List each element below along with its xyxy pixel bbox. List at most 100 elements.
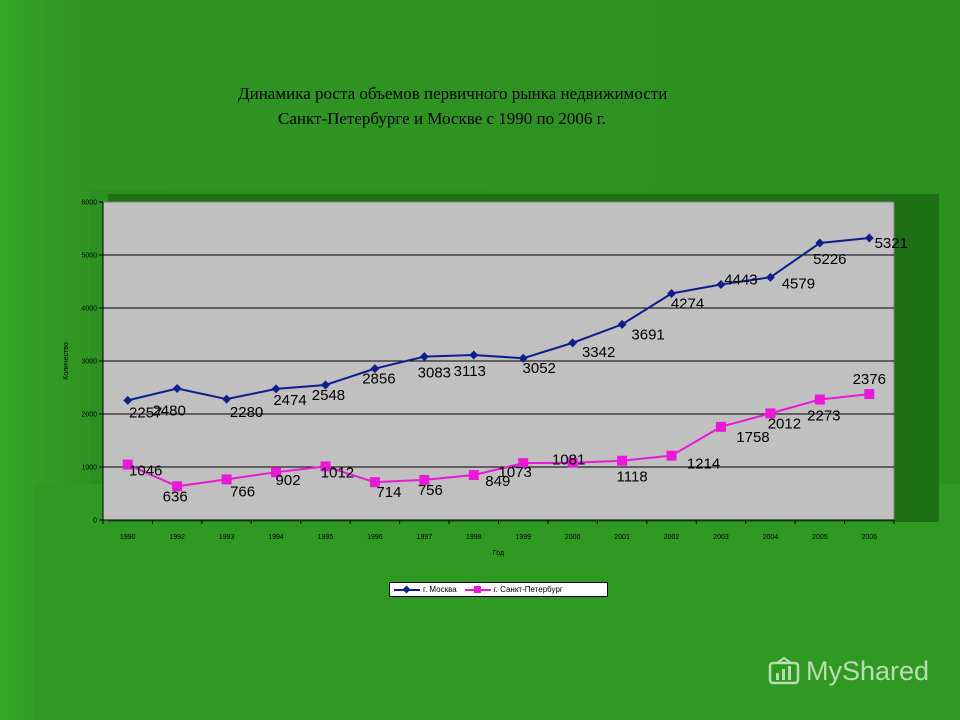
data-point <box>419 474 430 485</box>
y-tick-label: 6000 <box>81 200 97 207</box>
chart-title-line2: Санкт-Петербурге и Москве с 1990 по 2006… <box>278 109 606 128</box>
data-label: 2273 <box>807 408 840 425</box>
data-label: 4443 <box>724 272 757 289</box>
x-tick-label: 2002 <box>664 534 680 541</box>
y-axis-label: Количество <box>63 342 70 380</box>
x-tick-label: 2005 <box>812 534 828 541</box>
legend-label-moscow: г. Москва <box>423 585 457 594</box>
y-tick-label: 3000 <box>81 359 97 366</box>
x-tick-label: 2000 <box>565 534 581 541</box>
x-tick-label: 2001 <box>614 534 630 541</box>
data-point <box>715 421 726 432</box>
legend-label-spb: г. Санкт-Петербург <box>493 585 563 594</box>
data-label: 3052 <box>523 360 556 377</box>
x-tick-label: 2006 <box>861 534 877 541</box>
x-tick-label: 1998 <box>466 534 482 541</box>
x-tick-label: 1996 <box>367 534 383 541</box>
legend-swatch-spb <box>464 585 491 594</box>
data-label: 2474 <box>273 392 306 409</box>
data-point <box>369 477 380 488</box>
data-point <box>864 389 875 400</box>
data-point <box>271 467 282 478</box>
myshared-logo-icon <box>768 656 800 684</box>
y-tick-label: 1000 <box>81 465 97 472</box>
data-label: 2012 <box>768 415 801 432</box>
data-label: 1118 <box>617 469 648 486</box>
data-point <box>419 352 429 362</box>
data-label: 849 <box>485 473 510 490</box>
data-point <box>222 394 232 404</box>
data-label: 636 <box>163 488 188 505</box>
data-point <box>123 395 133 405</box>
data-point <box>172 384 182 394</box>
legend-item-spb: г. Санкт-Петербург <box>464 585 563 594</box>
data-label: 756 <box>418 482 443 499</box>
data-label: 902 <box>276 472 301 489</box>
data-label: 3083 <box>418 365 451 382</box>
data-point <box>518 353 528 363</box>
data-point <box>765 408 776 419</box>
data-point <box>518 458 529 469</box>
data-point <box>172 481 183 492</box>
data-point <box>320 380 330 390</box>
data-label: 5321 <box>875 235 908 252</box>
data-label: 1073 <box>499 464 532 481</box>
data-point <box>469 350 479 360</box>
x-tick-label: 1999 <box>515 534 531 541</box>
x-tick-label: 1992 <box>169 534 185 541</box>
data-point <box>320 461 331 472</box>
data-point <box>370 364 380 374</box>
data-point <box>716 280 726 290</box>
legend-item-moscow: г. Москва <box>394 585 457 594</box>
chart-title-line1: Динамика роста объемов первичного рынка … <box>238 84 668 103</box>
data-point <box>122 459 133 470</box>
data-point <box>221 474 232 485</box>
x-axis-label: Год <box>493 550 504 557</box>
x-tick-label: 1990 <box>120 534 136 541</box>
x-tick-label: 1997 <box>417 534 433 541</box>
y-tick-label: 4000 <box>81 306 97 313</box>
x-tick-label: 1995 <box>318 534 334 541</box>
data-label: 2376 <box>853 371 886 388</box>
data-point <box>567 457 578 468</box>
data-label: 4579 <box>782 275 815 292</box>
x-tick-label: 1994 <box>268 534 284 541</box>
y-tick-label: 0 <box>93 518 97 525</box>
data-label: 1214 <box>687 456 720 473</box>
data-label: 1081 <box>552 452 585 469</box>
watermark: MyShared <box>768 656 929 687</box>
series-line <box>127 236 870 402</box>
x-tick-label: 2003 <box>713 534 729 541</box>
data-label: 2280 <box>230 404 263 421</box>
data-label: 4274 <box>671 295 704 312</box>
data-label: 5226 <box>813 251 846 268</box>
watermark-text: MyShared <box>806 656 930 686</box>
data-point <box>617 319 627 329</box>
data-point <box>617 455 628 466</box>
y-tick-label: 2000 <box>81 412 97 419</box>
data-label: 3113 <box>454 363 486 380</box>
data-point <box>568 338 578 348</box>
data-point <box>666 450 677 461</box>
data-point <box>468 470 479 481</box>
y-tick-label: 5000 <box>81 253 97 260</box>
data-label: 2257 <box>129 404 162 421</box>
data-point <box>667 288 677 298</box>
data-point <box>765 272 775 282</box>
data-point <box>815 238 825 248</box>
x-tick-label: 1993 <box>219 534 235 541</box>
data-point <box>814 394 825 405</box>
data-label: 3691 <box>631 326 664 343</box>
data-label: 1012 <box>321 464 354 481</box>
data-point <box>271 384 281 394</box>
data-label: 766 <box>230 483 255 500</box>
data-label: 3342 <box>582 344 615 361</box>
series-line <box>127 393 870 488</box>
data-label: 1046 <box>129 463 162 480</box>
background-panel-lower <box>34 484 960 720</box>
data-label: 1758 <box>736 429 769 446</box>
data-label: 2548 <box>312 387 345 404</box>
